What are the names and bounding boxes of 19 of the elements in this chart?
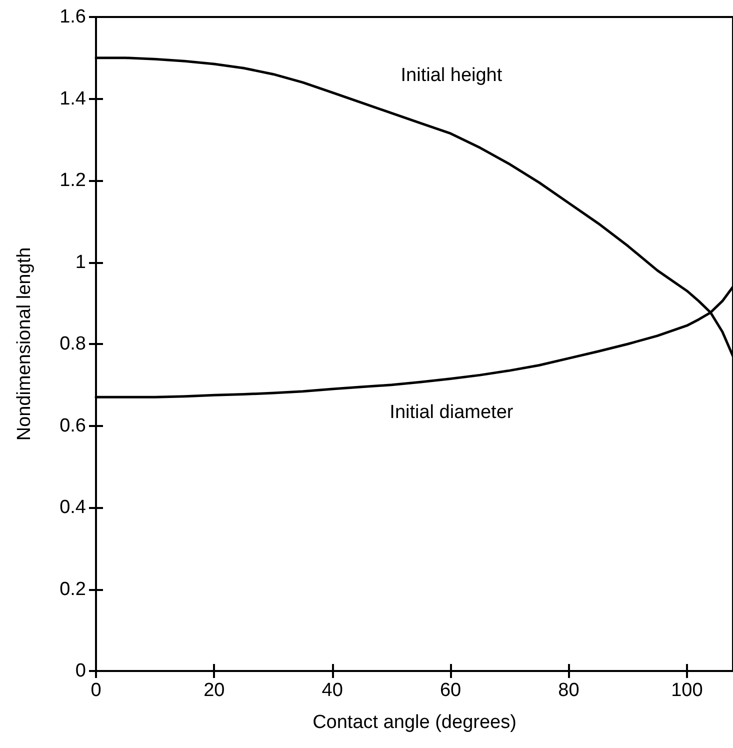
x-tick-label: 40: [322, 680, 343, 701]
y-axis-title: Nondimensional length: [14, 247, 35, 441]
x-tick-label: 100: [671, 680, 703, 701]
y-tick-label: 0.6: [60, 415, 86, 436]
x-axis-title: Contact angle (degrees): [312, 712, 516, 733]
series-label: Initial height: [400, 65, 503, 86]
series-label: Initial diameter: [390, 402, 514, 423]
x-tick-label: 60: [440, 680, 462, 701]
y-tick-label: 0: [75, 660, 86, 682]
x-tick-label: 80: [558, 680, 580, 701]
y-tick-label: 1.2: [60, 170, 86, 191]
x-tick-label: 0: [90, 680, 102, 701]
y-tick-label: 1.4: [60, 88, 86, 110]
y-tick-label: 0.4: [60, 497, 86, 518]
y-tick-label: 0.8: [60, 334, 86, 354]
y-tick-label: 1.6: [60, 6, 86, 28]
x-tick-label: 20: [204, 680, 225, 701]
y-tick-label: 1: [75, 252, 86, 273]
y-tick-label: 0.2: [60, 578, 86, 600]
